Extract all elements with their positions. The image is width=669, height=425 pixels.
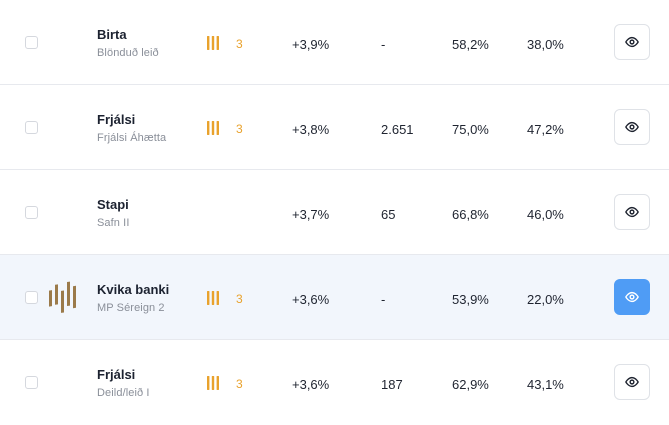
return-value: +3,6%	[292, 377, 330, 392]
funds-table: Birta Blönduð leið 3 +3,9% - 58,2% 38,0%…	[0, 0, 669, 400]
fund-subtitle: MP Séreign 2	[97, 302, 165, 314]
return-value: +3,7%	[292, 207, 330, 222]
return-value: +3,9%	[292, 37, 330, 52]
risk-bars-icon	[207, 36, 219, 50]
table-row: Frjálsi Frjálsi Áhætta 3 +3,8% 2.651 75,…	[0, 85, 669, 170]
table-row: Frjálsi Deild/leið I 3 +3,6% 187 62,9% 4…	[0, 340, 669, 425]
row-checkbox[interactable]	[25, 206, 38, 219]
percent-value-1: 58,2%	[452, 37, 489, 52]
eye-icon	[625, 376, 639, 388]
fund-subtitle: Deild/leið I	[97, 387, 150, 399]
view-button-active[interactable]	[614, 279, 650, 315]
percent-value-2: 47,2%	[527, 122, 564, 137]
fund-subtitle: Frjálsi Áhætta	[97, 132, 167, 144]
risk-bars-icon	[207, 121, 219, 135]
count-value: -	[381, 292, 386, 307]
percent-value-1: 75,0%	[452, 122, 489, 137]
risk-value: 3	[236, 37, 243, 51]
percent-value-2: 46,0%	[527, 207, 564, 222]
percent-value-1: 66,8%	[452, 207, 489, 222]
table-row: Birta Blönduð leið 3 +3,9% - 58,2% 38,0%	[0, 0, 669, 85]
return-value: +3,6%	[292, 292, 330, 307]
kvika-logo	[49, 281, 76, 313]
row-checkbox[interactable]	[25, 121, 38, 134]
eye-icon	[625, 36, 639, 48]
fund-name: Frjálsi	[97, 112, 136, 127]
fund-name: Stapi	[97, 197, 129, 212]
row-checkbox[interactable]	[25, 376, 38, 389]
count-value: 2.651	[381, 122, 414, 137]
count-value: 65	[381, 207, 396, 222]
eye-icon	[625, 291, 639, 303]
fund-name: Birta	[97, 27, 127, 42]
fund-name: Frjálsi	[97, 367, 136, 382]
percent-value-2: 43,1%	[527, 377, 564, 392]
risk-bars-icon	[207, 376, 219, 390]
fund-name: Kvika banki	[97, 282, 170, 297]
percent-value-1: 53,9%	[452, 292, 489, 307]
count-value: 187	[381, 377, 403, 392]
eye-icon	[625, 206, 639, 218]
risk-bars-icon	[207, 291, 219, 305]
view-button[interactable]	[614, 24, 650, 60]
fund-subtitle: Blönduð leið	[97, 47, 159, 59]
view-button[interactable]	[614, 109, 650, 145]
row-checkbox[interactable]	[25, 291, 38, 304]
return-value: +3,8%	[292, 122, 330, 137]
row-checkbox[interactable]	[25, 36, 38, 49]
view-button[interactable]	[614, 364, 650, 400]
eye-icon	[625, 121, 639, 133]
percent-value-2: 38,0%	[527, 37, 564, 52]
risk-value: 3	[236, 122, 243, 136]
risk-value: 3	[236, 377, 243, 391]
percent-value-1: 62,9%	[452, 377, 489, 392]
view-button[interactable]	[614, 194, 650, 230]
risk-value: 3	[236, 292, 243, 306]
table-row: Stapi Safn II +3,7% 65 66,8% 46,0%	[0, 170, 669, 255]
fund-subtitle: Safn II	[97, 217, 130, 229]
table-row: Kvika banki MP Séreign 2 3 +3,6% - 53,9%…	[0, 255, 669, 340]
percent-value-2: 22,0%	[527, 292, 564, 307]
count-value: -	[381, 37, 386, 52]
